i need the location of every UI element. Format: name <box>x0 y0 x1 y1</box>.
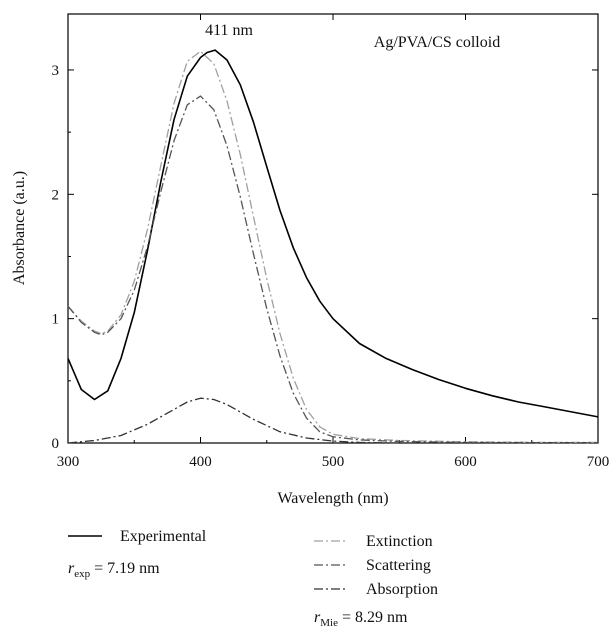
y-tick-label: 3 <box>52 63 60 79</box>
x-tick-label: 500 <box>322 454 345 470</box>
plot-axes: 300 400 500 600 700 0 1 2 3 <box>52 13 610 470</box>
r-exp-label: rexp = 7.19 nm <box>68 560 160 580</box>
x-tick-label: 300 <box>57 454 80 470</box>
series-line-experimental <box>67 49 599 418</box>
legend-label-scattering: Scattering <box>366 557 431 574</box>
x-tick-label: 700 <box>587 454 610 470</box>
x-tick-label: 600 <box>454 454 477 470</box>
legend-label-extinction: Extinction <box>366 533 433 550</box>
y-tick-label: 1 <box>52 312 60 328</box>
x-axis-title: Wavelength (nm) <box>277 490 388 507</box>
x-tick-label: 400 <box>189 454 212 470</box>
r-mie-label: rMie = 8.29 nm <box>314 609 408 628</box>
series-line-absorption <box>67 397 598 444</box>
y-tick-label: 2 <box>52 187 60 203</box>
series-line-scattering <box>67 95 599 444</box>
legend-label-experimental: Experimental <box>120 528 207 545</box>
legend-label-absorption: Absorption <box>366 581 438 598</box>
plot-series <box>67 49 599 444</box>
plot-frame <box>67 13 599 444</box>
y-axis-title: Absorbance (a.u.) <box>11 171 28 285</box>
sample-label: Ag/PVA/CS colloid <box>374 34 500 51</box>
y-tick-label: 0 <box>52 436 60 452</box>
legend: Experimental Extinction Scattering Absorpti… <box>68 528 438 598</box>
series-line-extinction <box>67 50 598 444</box>
peak-annotation: 411 nm <box>205 22 253 39</box>
